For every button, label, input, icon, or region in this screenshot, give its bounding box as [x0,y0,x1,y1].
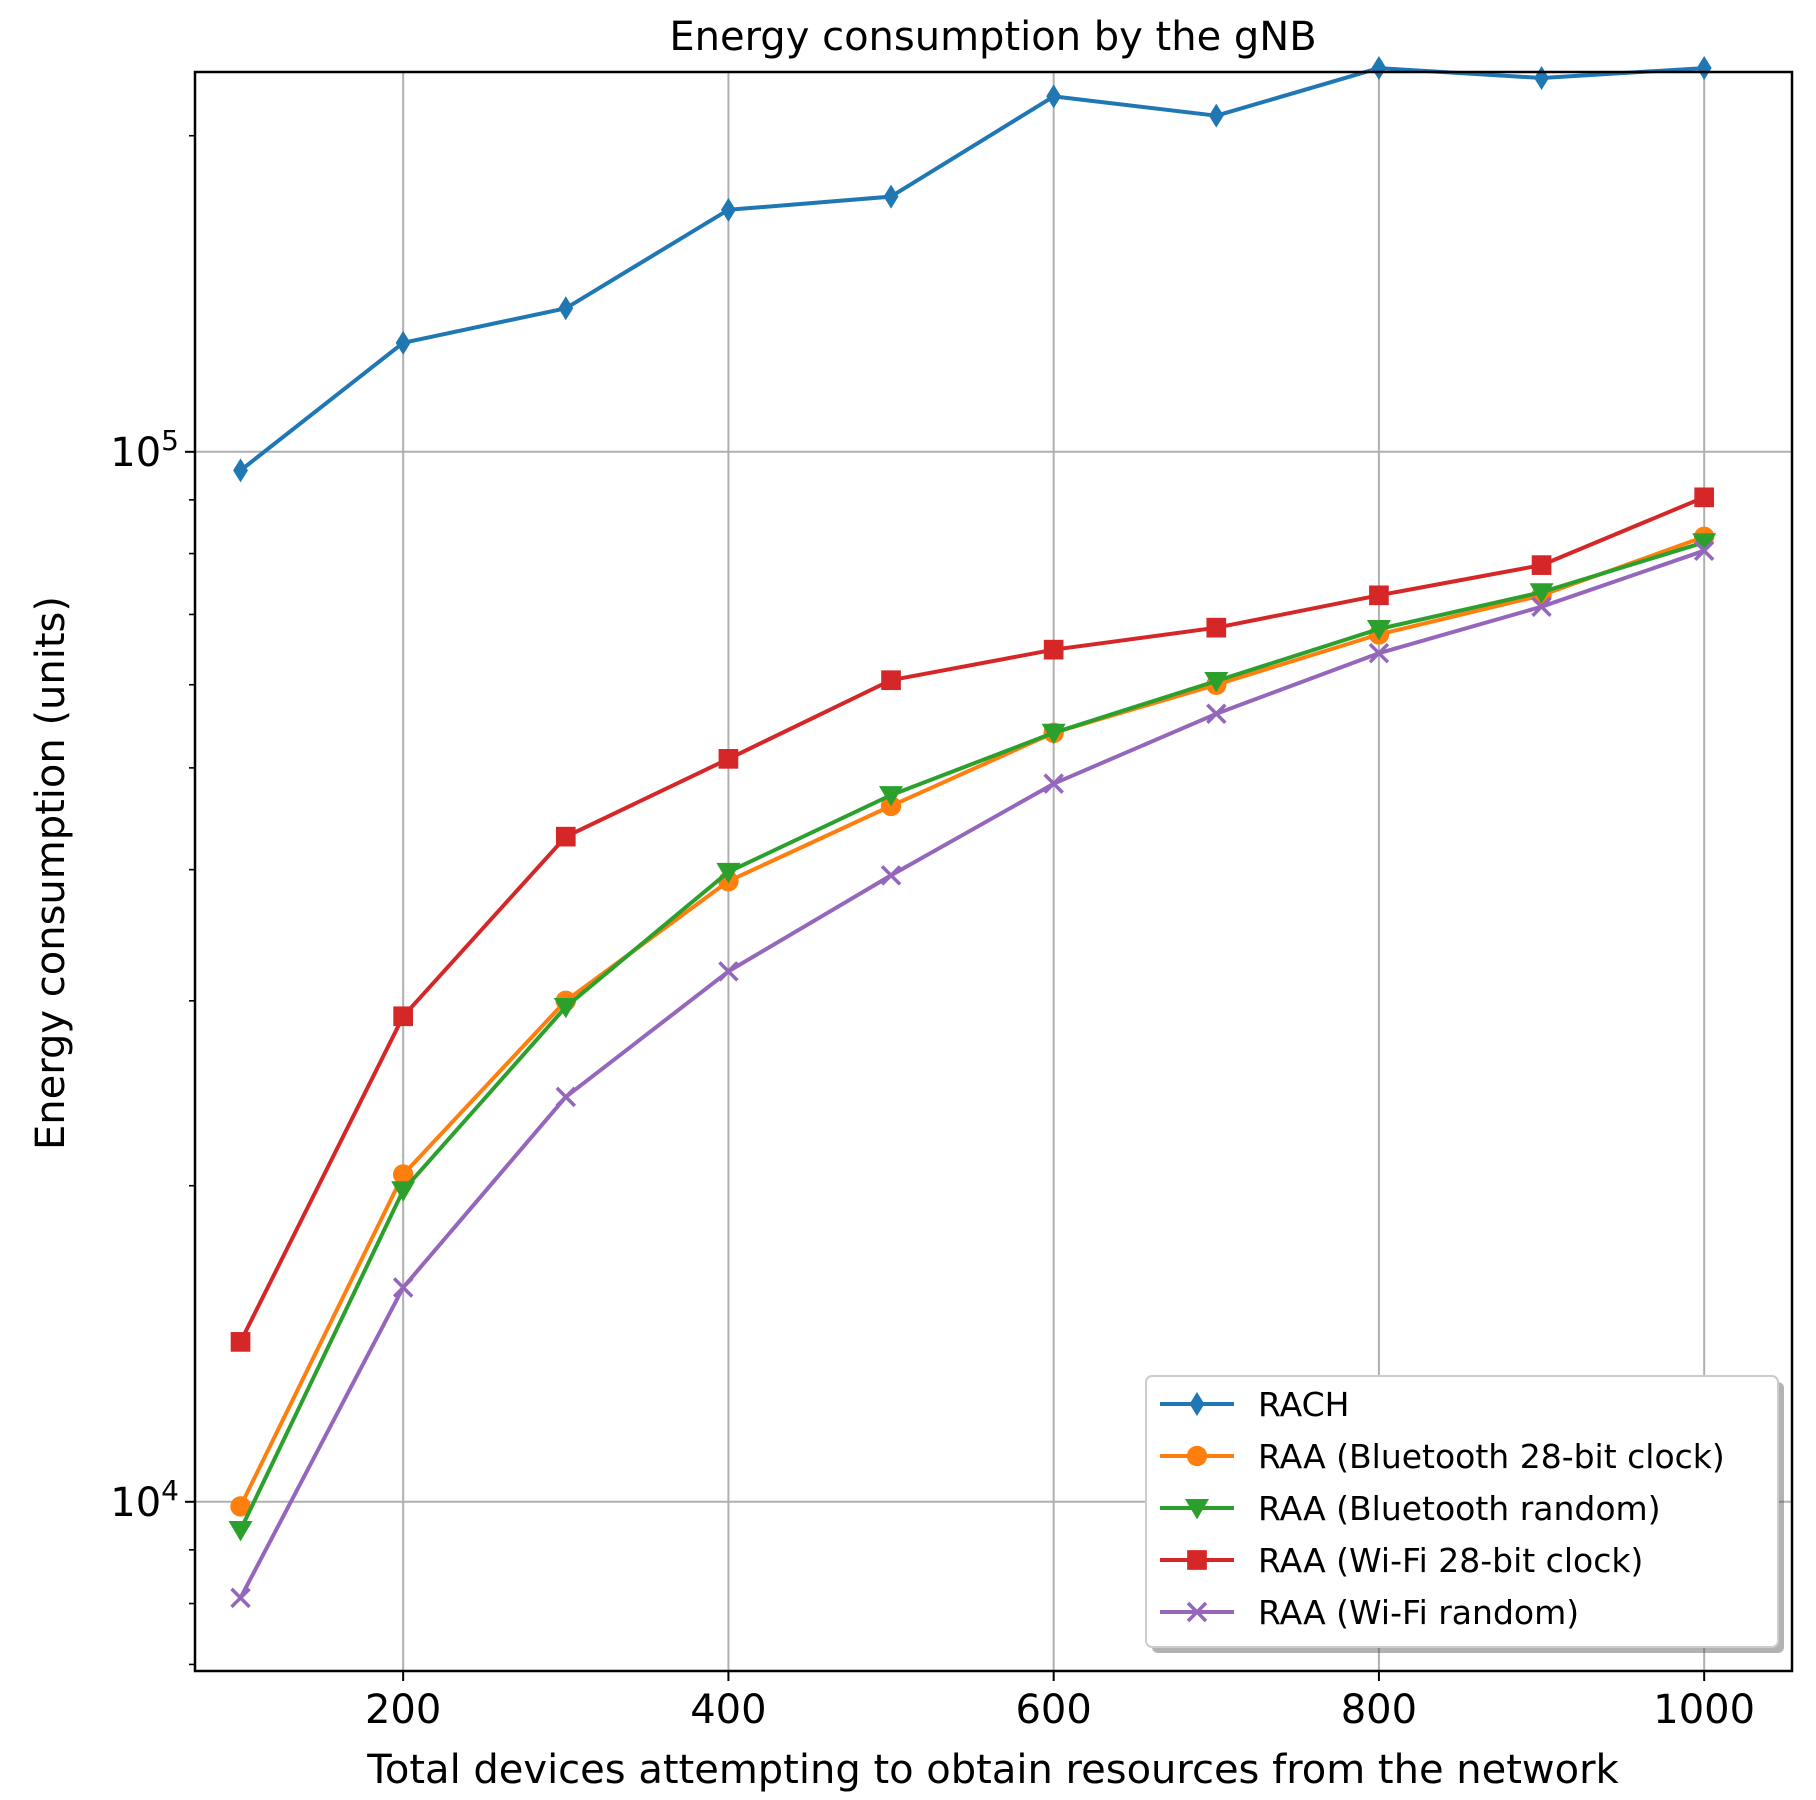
y-tick-label: 104 [110,1474,179,1526]
data-point [881,670,901,691]
series-5 [230,540,1715,1609]
data-point [555,826,576,847]
legend-marker [1187,1550,1207,1570]
data-point [1529,583,1554,604]
data-point [1046,84,1062,109]
legend-label: RAA (Wi-Fi 28-bit clock) [1258,1541,1643,1580]
data-point [1206,703,1227,725]
series-line [238,548,1705,1599]
data-point [1694,487,1715,508]
x-tick-label: 1000 [1653,1687,1755,1733]
legend-items: RACH RAA (Bluetooth 28-bit clock) RAA (Blu… [1160,1385,1725,1632]
legend-label: RAA (Wi-Fi random) [1258,1593,1579,1632]
data-point [392,1277,414,1298]
legend-label: RACH [1258,1385,1349,1424]
x-tick-label: 200 [365,1687,441,1733]
x-tick-label: 800 [1341,1687,1417,1733]
data-point [230,1332,251,1352]
x-tick-label: 400 [690,1687,766,1733]
data-point [558,296,574,321]
data-point [883,184,899,209]
data-point [1208,103,1224,128]
legend-box [1145,1375,1779,1648]
series-line [238,495,1705,1343]
legend-marker [1185,1499,1209,1520]
legend: RACH RAA (Bluetooth 28-bit clock) RAA (Blu… [1145,1375,1784,1653]
data-point [879,786,904,807]
series-line [238,534,1705,1508]
series-layer [228,56,1717,1609]
data-point [1043,773,1064,794]
x-tick-label: 600 [1015,1687,1091,1733]
data-point [1041,723,1066,745]
y-tick-label: 105 [110,424,179,476]
data-point [1371,56,1387,81]
data-point [718,749,739,769]
data-point [393,1006,414,1027]
legend-marker [1189,1392,1205,1416]
data-point [1204,671,1229,693]
legend-marker [1186,1445,1208,1467]
data-point [230,1496,251,1517]
legend-entry-2: RAA (Bluetooth 28-bit clock) [1160,1437,1725,1476]
data-point [1692,533,1717,554]
data-point [716,862,741,884]
legend-entry-1: RACH [1160,1385,1349,1424]
data-point [392,1164,414,1185]
data-point [1368,642,1390,664]
data-point [395,330,411,355]
x-axis-label: Total devices attempting to obtain resou… [366,1747,1619,1793]
legend-entry-5: RAA (Wi-Fi random) [1160,1593,1579,1632]
data-point [1531,596,1552,617]
legend-label: RAA (Bluetooth 28-bit clock) [1258,1437,1725,1476]
legend-label: RAA (Bluetooth random) [1258,1489,1661,1528]
data-point [233,458,248,483]
y-axis-label: Energy consumption (units) [28,596,74,1150]
data-point [555,1086,577,1108]
data-point [1369,585,1389,606]
data-point [1043,639,1064,660]
data-point [1531,555,1552,575]
data-point [880,865,902,886]
data-point [1366,620,1391,641]
data-point [1696,56,1712,81]
axes: 200 400 600 800 1000 104 105 [110,134,1755,1733]
series-line [238,540,1705,1531]
series-4 [230,487,1715,1352]
data-point [391,1181,416,1202]
series-3 [228,533,1717,1542]
data-point [718,961,739,982]
data-point [1206,617,1227,638]
plot-frame [193,70,1794,1673]
data-point [720,197,736,222]
data-point [228,1521,253,1542]
data-point [1693,540,1715,561]
chart-title: Energy consumption by the gNB [669,14,1316,60]
data-point [553,997,578,1019]
legend-entry-4: RAA (Wi-Fi 28-bit clock) [1160,1541,1643,1580]
data-point [230,1587,251,1609]
legend-entry-3: RAA (Bluetooth random) [1160,1489,1661,1528]
legend-marker [1186,1601,1208,1623]
